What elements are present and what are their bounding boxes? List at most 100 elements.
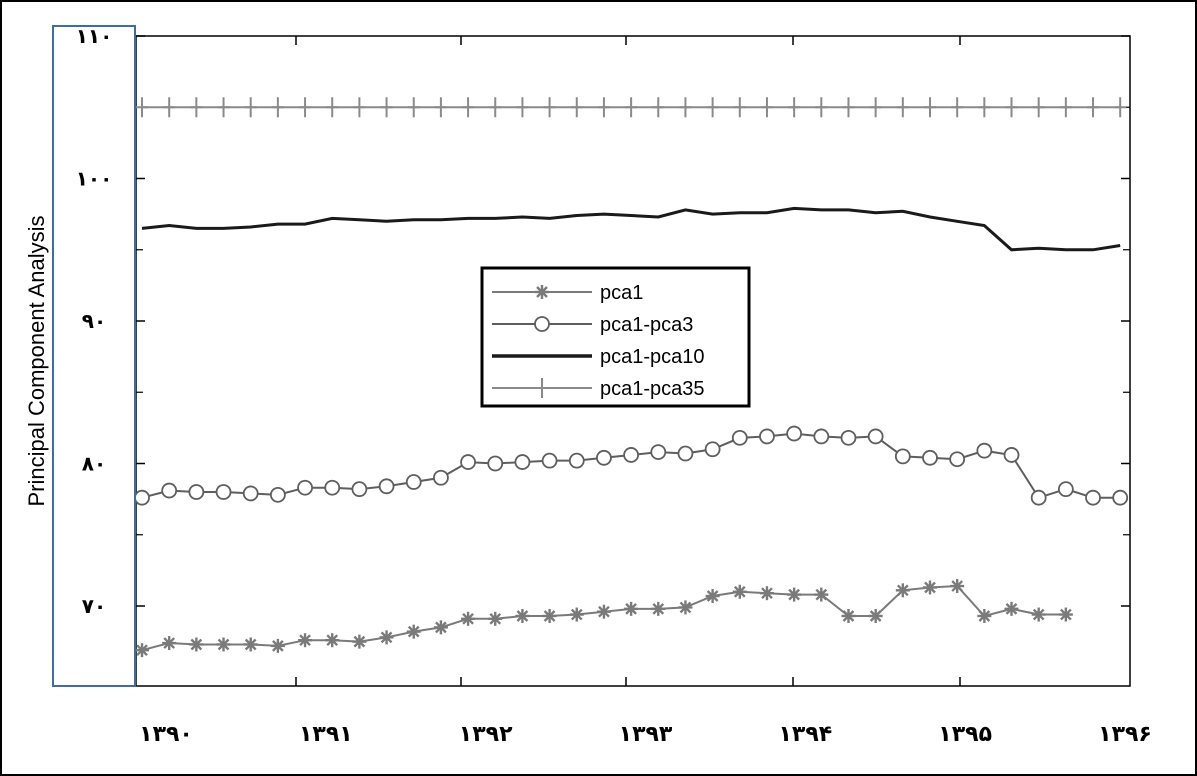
data-point-pca1-pca3 <box>949 451 966 468</box>
data-point-pca1 <box>298 633 313 648</box>
data-point-pca1-pca3 <box>677 445 694 462</box>
data-point-pca1-pca3 <box>188 484 205 500</box>
data-point-pca1 <box>270 638 285 653</box>
y-tick-label: ۸۰ <box>82 452 106 476</box>
axis-ticks <box>136 35 1130 686</box>
x-tick-labels: ۱۳۹۰ ۱۳۹۱ ۱۳۹۲ ۱۳۹۳ ۱۳۹۴ ۱۳۹۵ ۱۳۹۶ <box>139 722 1152 747</box>
data-point-pca1 <box>569 607 584 622</box>
data-point-pca1-pca35 <box>733 97 746 118</box>
legend-label: pca1-pca10 <box>600 346 705 368</box>
data-point-pca1-pca3 <box>623 447 640 463</box>
legend-item-pca1-pca10: pca1-pca10 <box>492 346 705 368</box>
data-point-pca1-pca3 <box>215 484 232 500</box>
data-point-pca1-pca35 <box>353 97 366 118</box>
data-point-pca1-pca35 <box>163 97 176 118</box>
data-point-pca1-pca35 <box>978 97 991 118</box>
legend-marker-pca1-pca35 <box>536 378 548 398</box>
series-pca1 <box>135 579 1073 658</box>
data-point-pca1 <box>814 587 829 602</box>
data-point-pca1-pca3 <box>840 429 857 446</box>
legend-label: pca1 <box>600 282 643 304</box>
data-point-pca1 <box>868 608 883 623</box>
data-point-pca1-pca35 <box>815 97 828 118</box>
legend-label: pca1-pca35 <box>600 378 705 400</box>
data-point-pca1 <box>488 611 503 626</box>
y-tick-label: ۷۰ <box>82 594 106 618</box>
x-tick-label: ۱۳۹۱ <box>299 722 353 747</box>
legend-marker-pca1 <box>535 285 549 299</box>
data-point-pca1-pca3 <box>894 448 911 465</box>
x-tick-label: ۱۳۹۶ <box>1098 722 1152 747</box>
data-point-pca1-pca35 <box>434 97 447 118</box>
data-point-pca1 <box>162 636 177 651</box>
data-point-pca1-pca35 <box>380 97 393 118</box>
y-tick-label: ۱۱۰ <box>76 24 113 48</box>
data-point-pca1-pca35 <box>1059 97 1072 118</box>
data-point-pca1 <box>1058 607 1073 622</box>
data-point-pca1-pca3 <box>351 481 368 498</box>
data-point-pca1-pca3 <box>867 428 884 445</box>
legend-item-pca1: pca1 <box>492 282 643 304</box>
data-point-pca1-pca3 <box>976 442 993 459</box>
data-point-pca1-pca35 <box>570 97 583 118</box>
data-point-pca1-pca35 <box>271 97 284 118</box>
data-point-pca1-pca3 <box>514 454 531 470</box>
data-point-pca1-pca35 <box>1114 97 1127 118</box>
data-point-pca1 <box>705 589 720 604</box>
data-point-pca1 <box>515 608 530 623</box>
x-tick-label: ۱۳۹۳ <box>619 722 673 747</box>
data-point-pca1-pca3 <box>813 428 830 445</box>
data-point-pca1-pca3 <box>568 452 585 469</box>
data-point-pca1-pca35 <box>923 97 936 118</box>
y-tick-label: ۹۰ <box>82 309 106 333</box>
data-point-pca1 <box>651 601 666 616</box>
data-point-pca1 <box>624 601 639 616</box>
data-point-pca1-pca3 <box>297 479 313 496</box>
series-layer <box>134 97 1129 658</box>
data-point-pca1-pca35 <box>760 97 773 118</box>
data-point-pca1-pca35 <box>679 97 692 118</box>
data-point-pca1-pca3 <box>487 455 504 472</box>
data-point-pca1-pca3 <box>922 449 938 466</box>
x-tick-label: ۱۳۹۵ <box>938 722 992 747</box>
legend: pca1 pca1-pca3 pca1-pca10 pca1-pca35 <box>480 266 751 408</box>
legend-marker-pca1-pca3 <box>534 316 550 332</box>
data-point-pca1 <box>895 583 910 598</box>
data-point-pca1 <box>596 604 611 619</box>
data-point-pca1 <box>542 608 557 623</box>
legend-item-pca1-pca3: pca1-pca3 <box>492 314 693 336</box>
data-point-pca1-pca35 <box>842 97 855 118</box>
data-point-pca1-pca35 <box>625 97 638 118</box>
data-point-pca1-pca35 <box>489 97 502 118</box>
data-point-pca1-pca3 <box>460 454 476 470</box>
data-point-pca1-pca3 <box>704 441 721 458</box>
data-point-pca1 <box>406 624 421 639</box>
series-pca1-pca35 <box>136 97 1127 118</box>
data-point-pca1-pca35 <box>869 97 882 118</box>
data-point-pca1-pca35 <box>326 97 339 118</box>
data-point-pca1-pca35 <box>516 97 529 118</box>
series-pca1-pca10 <box>141 206 1121 252</box>
data-point-pca1-pca35 <box>652 97 665 118</box>
data-point-pca1 <box>732 584 747 599</box>
data-point-pca1 <box>135 643 150 658</box>
data-point-pca1-pca3 <box>378 478 395 495</box>
data-point-pca1-pca35 <box>462 97 475 118</box>
data-point-pca1 <box>1031 607 1046 622</box>
data-point-pca1 <box>325 633 340 648</box>
y-axis-label: Principal Component Analysis <box>24 215 49 506</box>
legend-item-pca1-pca35: pca1-pca35 <box>492 378 705 400</box>
data-point-pca1-pca35 <box>706 97 719 118</box>
data-point-pca1-pca3 <box>1112 489 1129 506</box>
y-tick-labels: ۷۰ ۸۰ ۹۰ ۱۰۰ ۱۱۰ <box>76 24 113 618</box>
data-point-pca1 <box>433 620 448 635</box>
data-point-pca1-pca35 <box>951 97 964 118</box>
data-point-pca1-pca35 <box>1005 97 1018 118</box>
data-point-pca1-pca3 <box>541 452 558 469</box>
series-pca1-pca3 <box>134 425 1129 506</box>
data-point-pca1 <box>1004 601 1019 616</box>
data-point-pca1 <box>678 600 693 615</box>
data-point-pca1 <box>352 634 367 649</box>
data-point-pca1-pca35 <box>407 97 420 118</box>
